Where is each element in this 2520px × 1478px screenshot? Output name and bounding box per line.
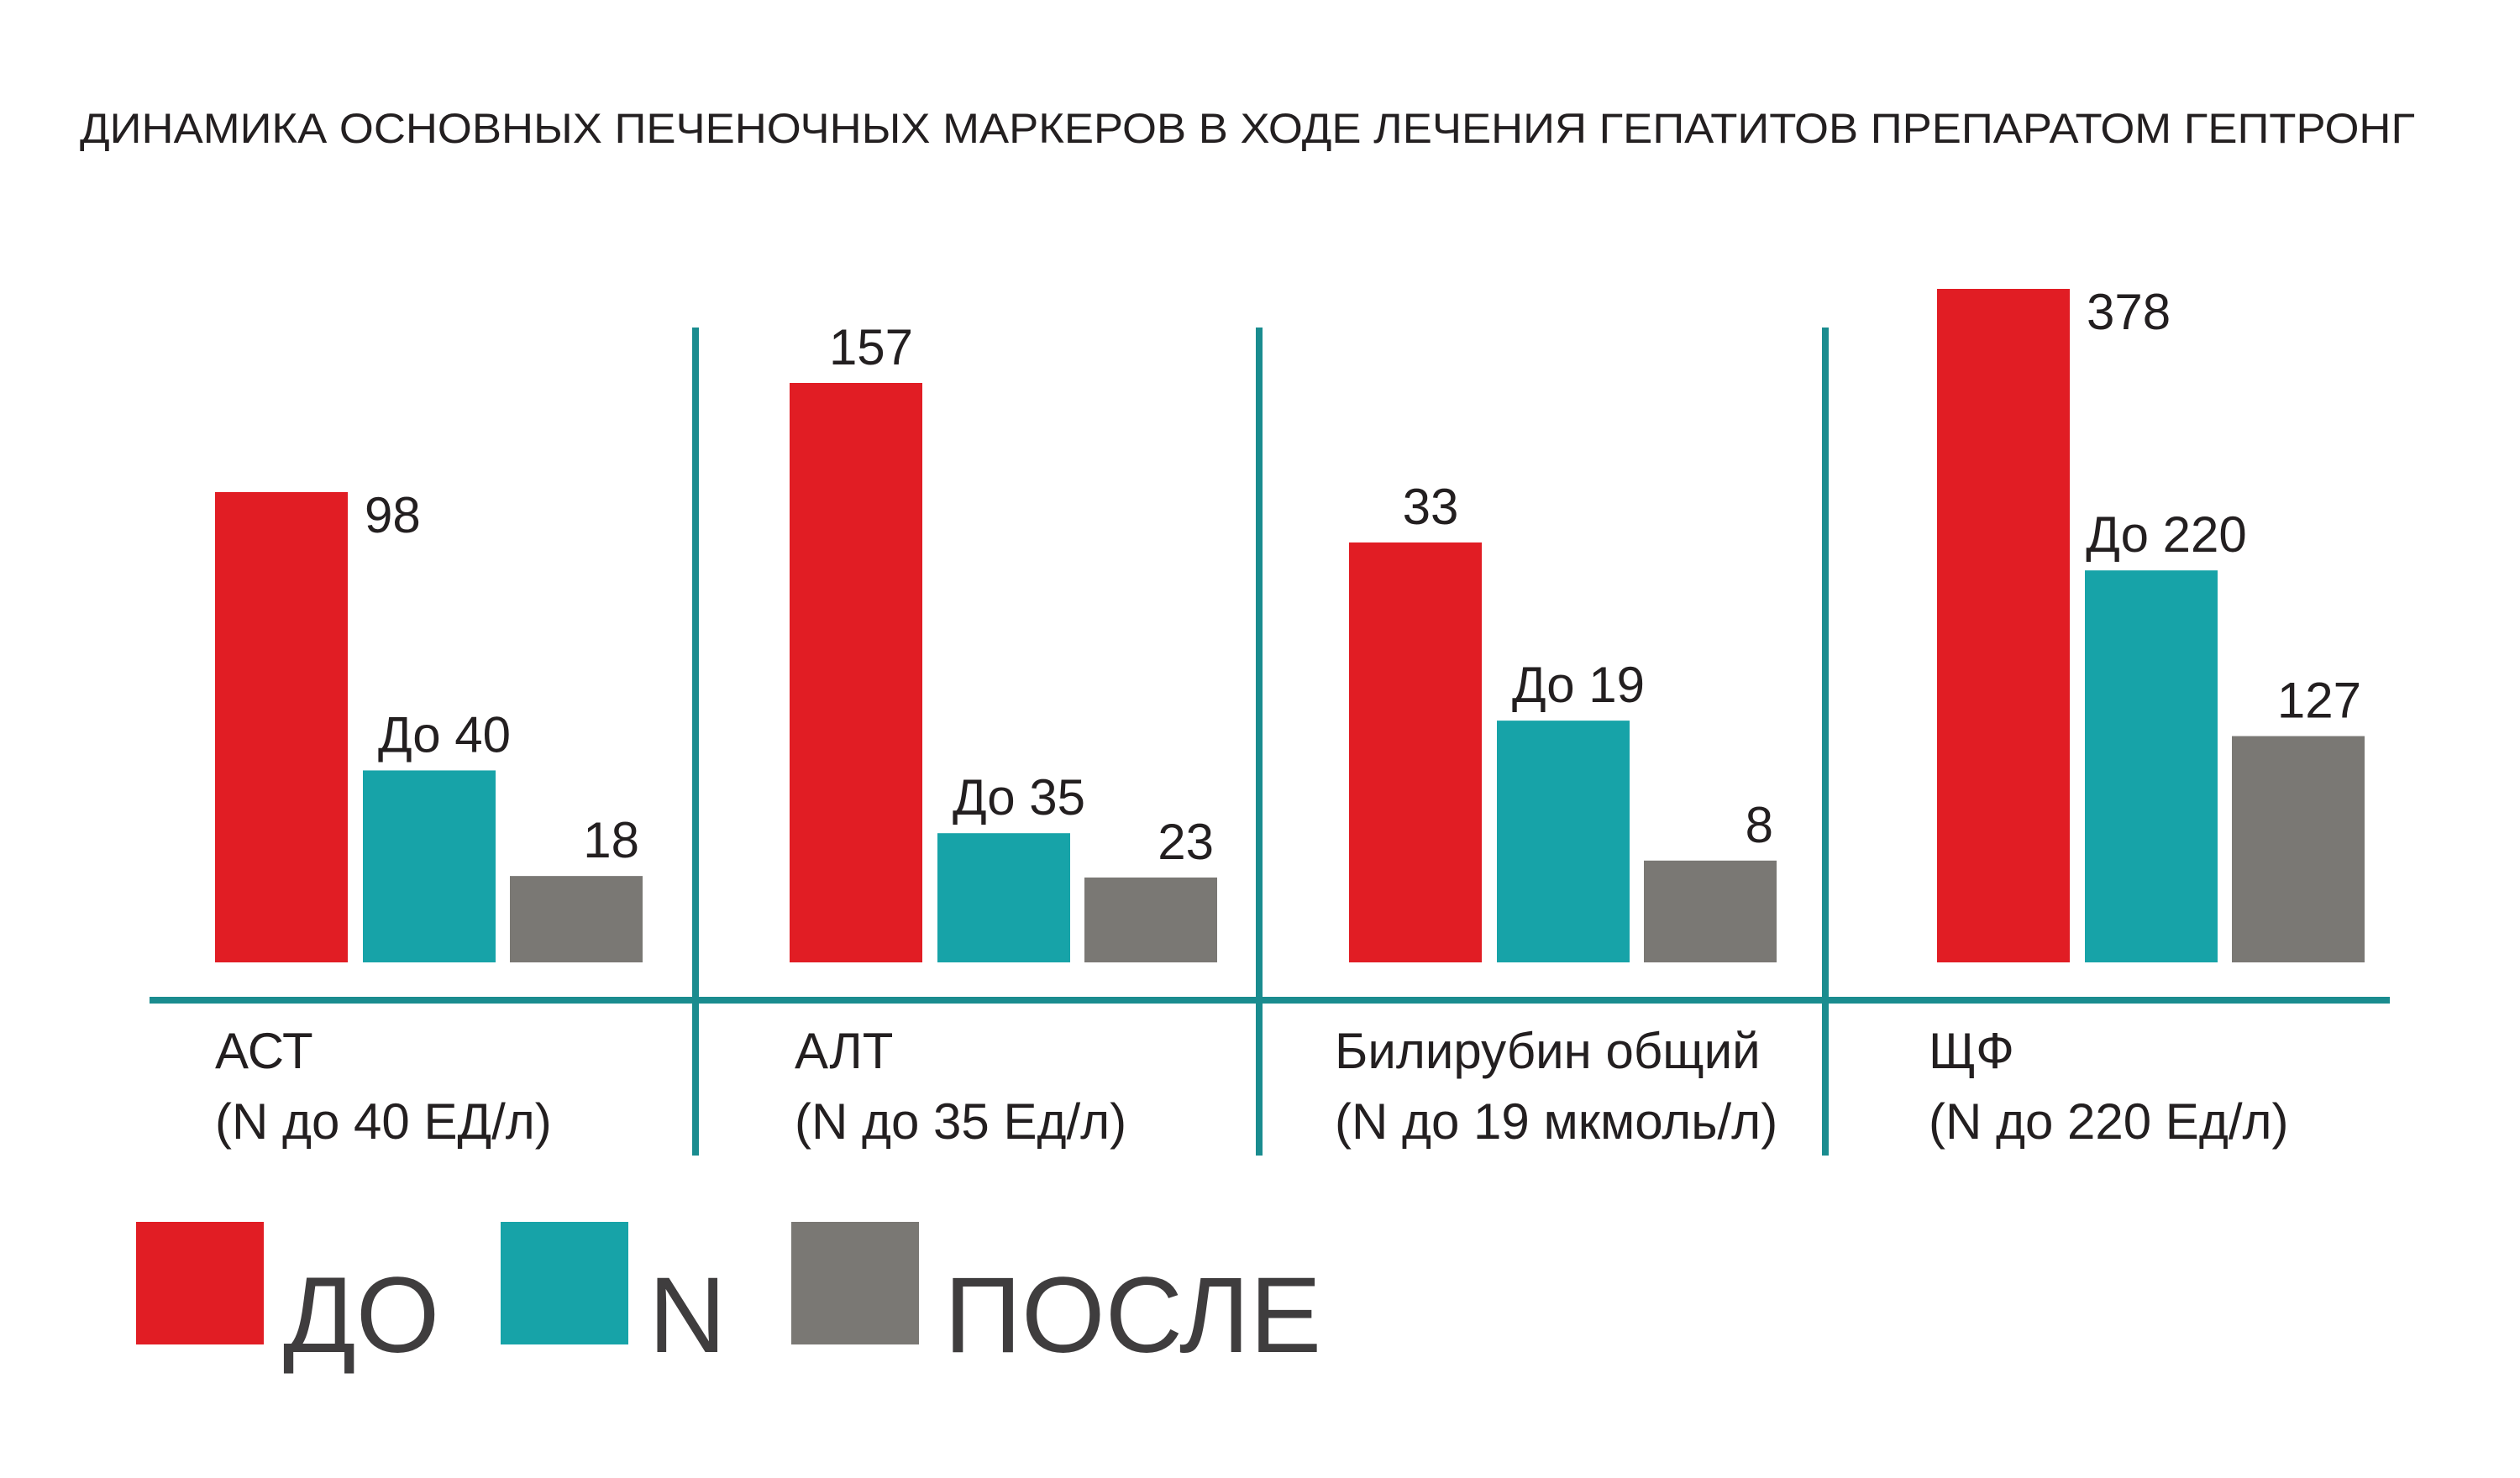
bar-4-1 — [1937, 289, 2070, 962]
chart-title: ДИНАМИКА ОСНОВНЫХ ПЕЧЕНОЧНЫХ МАРКЕРОВ В … — [80, 105, 2415, 152]
category-norm-4: (N до 220 Ед/л) — [1929, 1093, 2289, 1150]
value-label-4-1: 378 — [2087, 284, 2171, 340]
legend-swatch-3 — [791, 1222, 919, 1344]
category-name-4: ЩФ — [1929, 1023, 2014, 1079]
category-labels-layer: АСТ (N до 40 ЕД/л) АЛТ (N до 35 Ед/л) Билиру… — [215, 1023, 2289, 1150]
bars-layer — [215, 289, 2365, 962]
legend-swatch-2 — [501, 1222, 628, 1344]
bar-4-2 — [2085, 570, 2218, 962]
value-label-2-1: 157 — [829, 319, 913, 375]
bar-3-2 — [1497, 721, 1630, 962]
legend-label-3: ПОСЛЕ — [944, 1255, 1321, 1376]
bar-2-1 — [790, 383, 922, 962]
value-label-3-1: 33 — [1403, 479, 1459, 535]
category-norm-3: (N до 19 мкмоль/л) — [1335, 1093, 1777, 1150]
value-label-4-3: 127 — [2277, 673, 2361, 729]
category-norm-2: (N до 35 Ед/л) — [795, 1093, 1126, 1150]
value-label-1-3: 18 — [583, 812, 639, 868]
bar-2-2 — [937, 833, 1070, 962]
legend-label-2: N — [648, 1255, 726, 1376]
bar-1-3 — [510, 876, 643, 962]
bar-1-1 — [215, 492, 348, 962]
legend-label-1: ДО — [283, 1255, 439, 1376]
bar-1-2 — [363, 770, 496, 962]
dividers — [150, 328, 2390, 1156]
value-label-3-2: До 19 — [1512, 657, 1645, 713]
legend-swatch-1 — [136, 1222, 264, 1344]
value-label-4-2: До 220 — [2086, 506, 2246, 563]
value-label-2-2: До 35 — [953, 769, 1085, 825]
legend: ДО N ПОСЛЕ — [136, 1222, 1321, 1376]
value-labels-layer: 98 До 40 18 157 До 35 23 33 До 19 8 378 До 220 127 — [365, 284, 2361, 870]
category-name-3: Билирубин общий — [1335, 1023, 1761, 1079]
value-label-1-2: До 40 — [378, 706, 511, 763]
category-name-2: АЛТ — [795, 1023, 893, 1079]
bar-2-3 — [1084, 877, 1217, 962]
value-label-1-1: 98 — [365, 487, 421, 543]
category-norm-1: (N до 40 ЕД/л) — [215, 1093, 552, 1150]
value-label-3-3: 8 — [1746, 797, 1773, 853]
category-name-1: АСТ — [215, 1023, 313, 1079]
bar-4-3 — [2232, 736, 2365, 962]
bar-3-3 — [1644, 860, 1777, 962]
bar-3-1 — [1349, 542, 1482, 962]
value-label-2-3: 23 — [1158, 814, 1214, 870]
